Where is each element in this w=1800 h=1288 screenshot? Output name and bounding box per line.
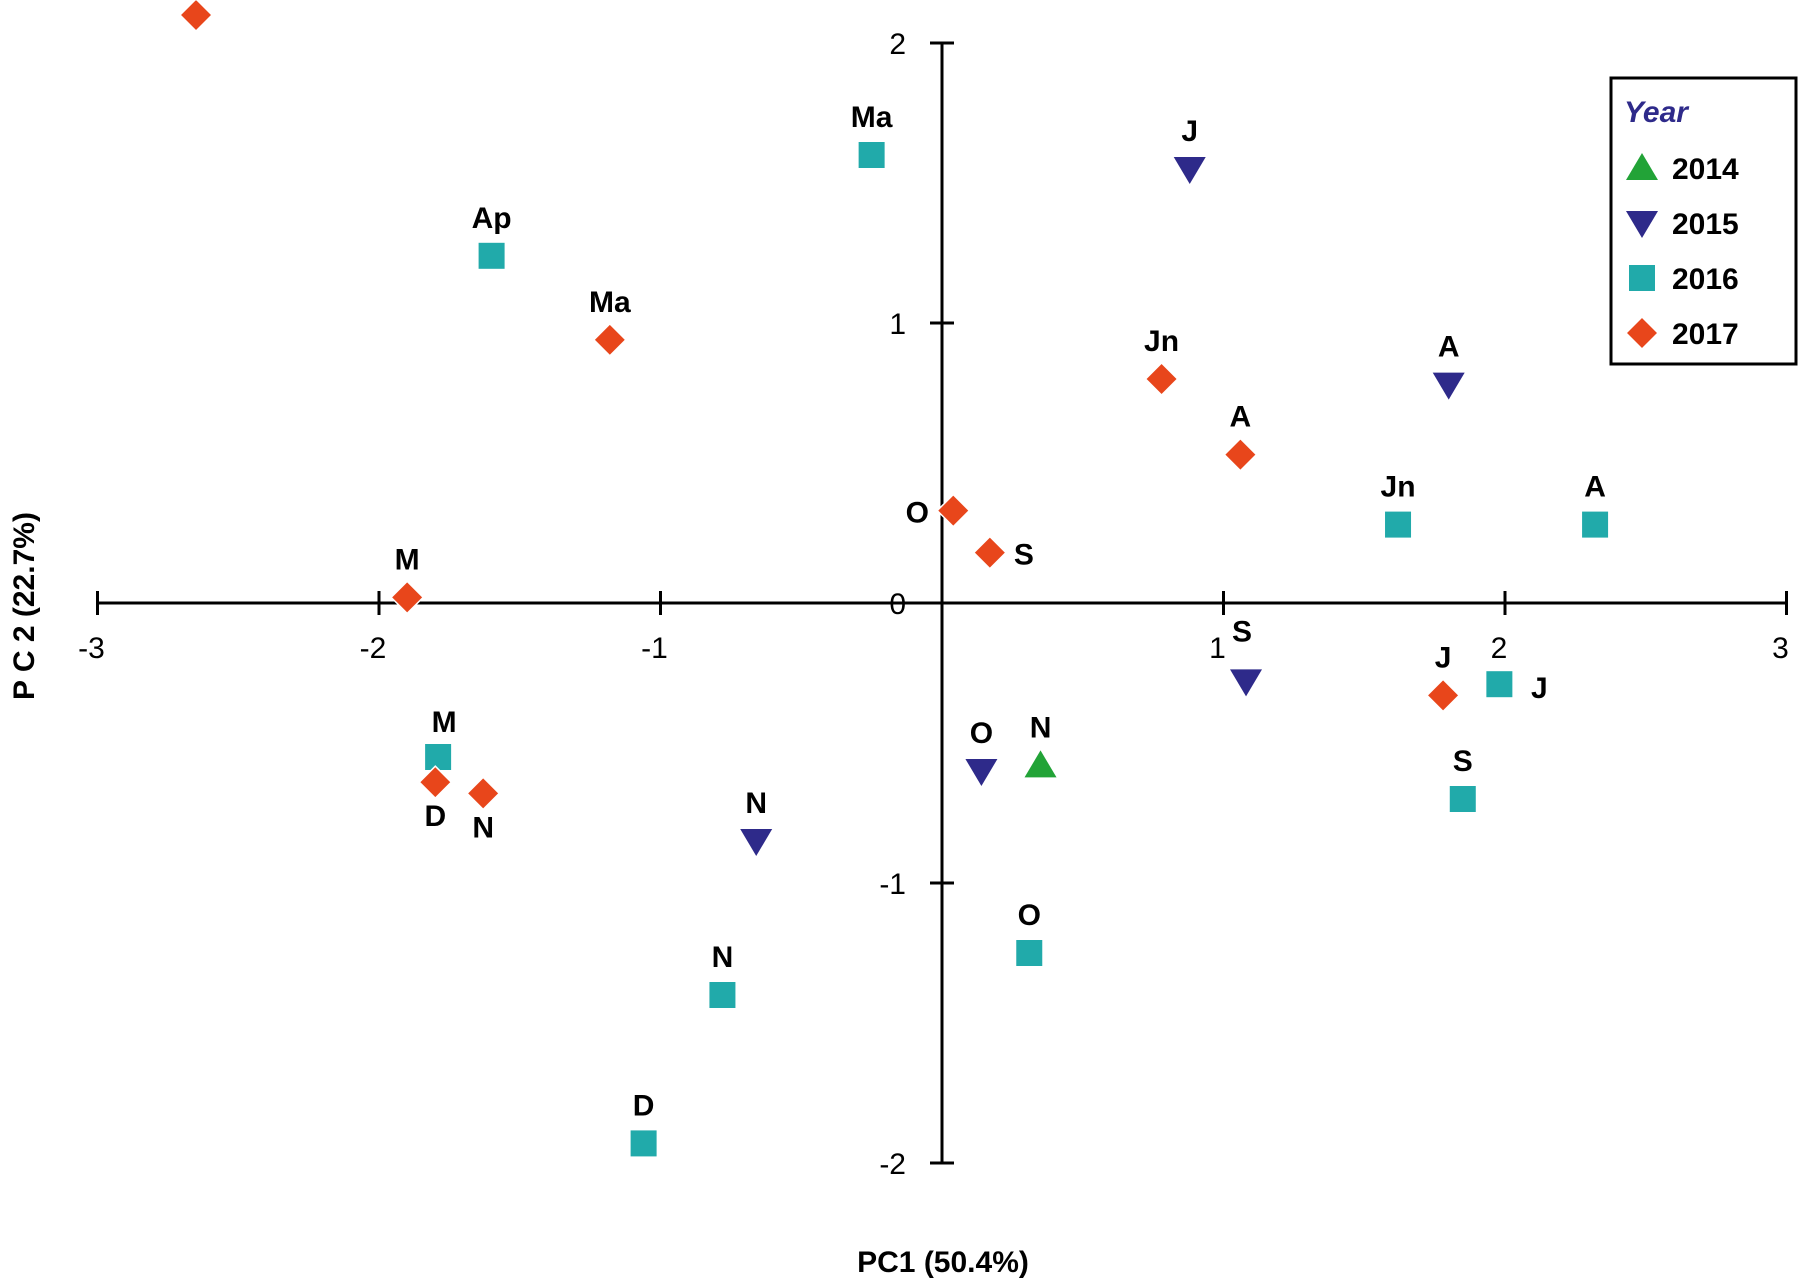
point-label: N (745, 787, 767, 820)
data-points (178, 0, 1609, 1157)
data-point-2017 (936, 493, 971, 528)
data-point-2016 (1016, 940, 1043, 966)
legend-label: 2017 (1672, 318, 1739, 351)
x-tick-label: -3 (78, 632, 105, 665)
point-label: A (1230, 401, 1252, 434)
data-point-2016 (1449, 786, 1476, 812)
point-label: J (1531, 672, 1548, 705)
x-tick-label: 2 (1491, 632, 1508, 665)
data-point-2016 (858, 142, 885, 168)
legend: Year 2014 2015 2016 2017 (1609, 76, 1798, 366)
y-axis-title: P C 2 (22.7%) (8, 512, 41, 700)
axes: -3 -2 -1 1 2 3 2 1 0 -1 -2 (78, 28, 1789, 1181)
point-label: A (1584, 471, 1606, 504)
point-label: Jn (1381, 471, 1416, 504)
point-label: O (970, 717, 993, 750)
data-point-2017 (178, 0, 214, 33)
point-label: D (424, 800, 446, 833)
point-label: N (472, 811, 494, 844)
point-label: Jn (1144, 325, 1179, 358)
point-label: N (712, 941, 734, 974)
point-label: M (432, 706, 457, 739)
x-tick-label: 1 (1209, 632, 1226, 665)
data-point-2015 (1173, 157, 1206, 184)
data-point-2017 (1426, 678, 1461, 713)
data-point-2016 (425, 744, 452, 770)
point-label: A (1438, 331, 1460, 364)
y-tick-label: 2 (889, 28, 906, 61)
point-label: N (1030, 711, 1052, 744)
point-label: D (633, 1089, 655, 1122)
point-label: Ma (851, 101, 893, 134)
data-point-2015 (965, 759, 998, 786)
point-label: Ma (589, 286, 631, 319)
data-point-2016 (630, 1130, 657, 1157)
legend-title: Year (1624, 96, 1690, 129)
point-label: M (395, 543, 420, 576)
x-tick-label: -2 (360, 632, 387, 665)
data-point-2015 (740, 829, 773, 856)
legend-label: 2014 (1672, 153, 1739, 186)
data-point-2016 (709, 982, 736, 1008)
legend-marker-2015 (1626, 211, 1658, 238)
legend-marker-2017 (1624, 315, 1660, 351)
y-tick-label: 0 (889, 588, 906, 621)
point-label: O (906, 497, 929, 530)
point-label: S (1014, 539, 1034, 572)
data-point-2017 (592, 322, 627, 357)
data-point-2016 (1385, 511, 1412, 538)
legend-marker-2014 (1626, 153, 1658, 180)
point-label: S (1453, 745, 1473, 778)
data-point-2016 (1582, 511, 1609, 538)
data-point-2015 (1230, 669, 1263, 697)
data-point-2017 (390, 580, 425, 615)
point-label: J (1435, 641, 1452, 674)
data-point-2017 (1144, 361, 1179, 397)
data-point-2017 (1223, 437, 1258, 472)
x-axis-title: PC1 (50.4%) (857, 1246, 1029, 1279)
point-label: S (1232, 615, 1252, 648)
point-label: O (1018, 899, 1041, 932)
data-point-2015 (1432, 372, 1465, 400)
y-tick-label: -1 (879, 868, 906, 901)
data-point-2016 (478, 242, 505, 269)
data-point-2017 (418, 765, 453, 800)
x-tick-label: -1 (641, 632, 668, 665)
point-label: Ap (472, 202, 512, 235)
legend-marker-2016 (1629, 265, 1655, 291)
data-point-2017 (972, 535, 1007, 570)
x-tick-label: 3 (1772, 632, 1789, 665)
legend-label: 2015 (1672, 208, 1739, 241)
y-tick-label: 1 (889, 308, 906, 341)
point-label: J (1181, 115, 1198, 148)
data-point-2017 (466, 776, 501, 811)
point-labels: NJASONMaApJnAJSMNODApMaJnAOSMJDN (395, 101, 1606, 1122)
data-point-2016 (1486, 671, 1513, 698)
y-tick-label: -2 (879, 1148, 906, 1181)
legend-label: 2016 (1672, 263, 1739, 296)
data-point-2014 (1024, 750, 1057, 778)
